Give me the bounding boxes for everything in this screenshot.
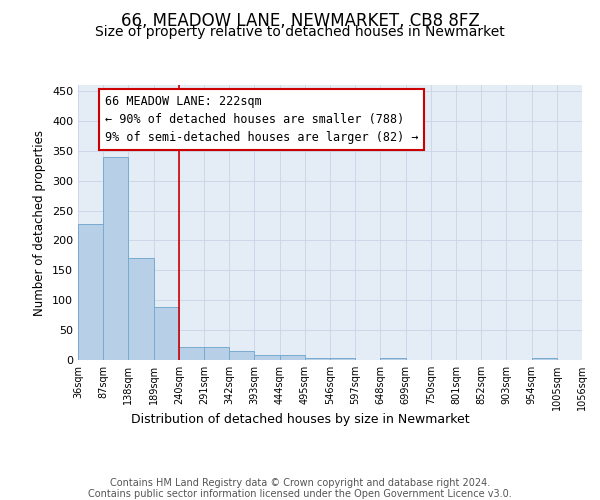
Bar xyxy=(179,347,204,360)
Y-axis label: Number of detached properties: Number of detached properties xyxy=(34,130,46,316)
Text: Contains HM Land Registry data © Crown copyright and database right 2024.
Contai: Contains HM Land Registry data © Crown c… xyxy=(88,478,512,499)
Bar xyxy=(330,358,355,360)
Bar xyxy=(154,308,179,360)
Bar xyxy=(204,347,229,360)
Bar xyxy=(78,224,103,360)
Text: Distribution of detached houses by size in Newmarket: Distribution of detached houses by size … xyxy=(131,412,469,426)
Bar xyxy=(380,358,406,360)
Text: 66 MEADOW LANE: 222sqm
← 90% of detached houses are smaller (788)
9% of semi-det: 66 MEADOW LANE: 222sqm ← 90% of detached… xyxy=(104,95,418,144)
Text: Size of property relative to detached houses in Newmarket: Size of property relative to detached ho… xyxy=(95,25,505,39)
Bar xyxy=(532,358,557,360)
Bar xyxy=(305,358,330,360)
Text: 66, MEADOW LANE, NEWMARKET, CB8 8FZ: 66, MEADOW LANE, NEWMARKET, CB8 8FZ xyxy=(121,12,479,30)
Bar xyxy=(280,355,305,360)
Bar xyxy=(229,351,254,360)
Bar xyxy=(103,156,128,360)
Bar xyxy=(128,258,154,360)
Bar xyxy=(254,355,280,360)
